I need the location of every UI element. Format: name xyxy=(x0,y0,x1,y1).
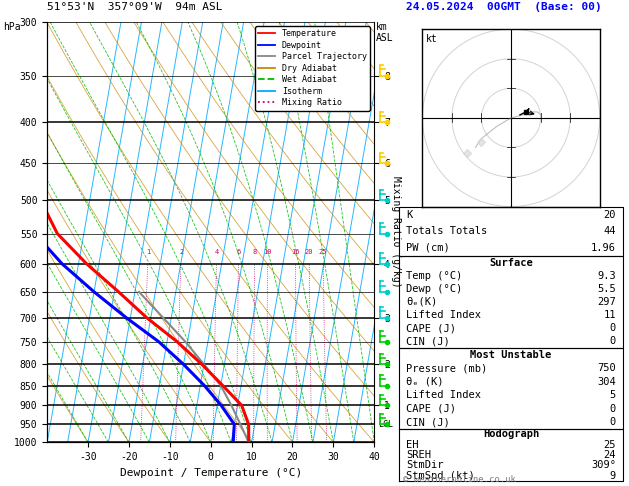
Text: Lifted Index: Lifted Index xyxy=(406,310,481,320)
Text: hPa: hPa xyxy=(3,22,21,32)
Text: LCL: LCL xyxy=(379,420,393,429)
Text: 0: 0 xyxy=(610,417,616,427)
Text: 1: 1 xyxy=(146,249,150,255)
Text: 44: 44 xyxy=(603,226,616,236)
Text: 4: 4 xyxy=(214,249,219,255)
Text: 9: 9 xyxy=(610,471,616,481)
Text: 5.5: 5.5 xyxy=(598,284,616,294)
Text: 1.96: 1.96 xyxy=(591,243,616,253)
Text: 8: 8 xyxy=(253,249,257,255)
Text: 24: 24 xyxy=(603,450,616,460)
Text: 25: 25 xyxy=(603,440,616,450)
Text: km
ASL: km ASL xyxy=(376,22,393,43)
Text: θₑ(K): θₑ(K) xyxy=(406,297,437,307)
Text: 51°53'N  357°09'W  94m ASL: 51°53'N 357°09'W 94m ASL xyxy=(47,2,223,12)
Text: CIN (J): CIN (J) xyxy=(406,336,450,347)
Text: θₑ (K): θₑ (K) xyxy=(406,377,443,387)
Text: 16: 16 xyxy=(291,249,300,255)
Text: kt: kt xyxy=(426,35,438,45)
Text: K: K xyxy=(406,210,413,220)
Text: PW (cm): PW (cm) xyxy=(406,243,450,253)
Text: StmDir: StmDir xyxy=(406,461,443,470)
Text: 24.05.2024  00GMT  (Base: 00): 24.05.2024 00GMT (Base: 00) xyxy=(406,2,601,12)
Text: Lifted Index: Lifted Index xyxy=(406,390,481,400)
Legend: Temperature, Dewpoint, Parcel Trajectory, Dry Adiabat, Wet Adiabat, Isotherm, Mi: Temperature, Dewpoint, Parcel Trajectory… xyxy=(255,26,370,111)
Text: CAPE (J): CAPE (J) xyxy=(406,323,456,333)
Text: StmSpd (kt): StmSpd (kt) xyxy=(406,471,475,481)
Text: © weatheronline.co.uk: © weatheronline.co.uk xyxy=(403,474,515,484)
Text: 6: 6 xyxy=(237,249,241,255)
Text: 2: 2 xyxy=(179,249,183,255)
Text: Dewp (°C): Dewp (°C) xyxy=(406,284,462,294)
Text: 304: 304 xyxy=(598,377,616,387)
X-axis label: Dewpoint / Temperature (°C): Dewpoint / Temperature (°C) xyxy=(120,468,302,478)
Text: CAPE (J): CAPE (J) xyxy=(406,404,456,414)
Text: 0: 0 xyxy=(610,404,616,414)
Text: Most Unstable: Most Unstable xyxy=(470,350,552,360)
Y-axis label: Mixing Ratio (g/kg): Mixing Ratio (g/kg) xyxy=(391,176,401,288)
Text: 10: 10 xyxy=(264,249,272,255)
Text: 25: 25 xyxy=(319,249,328,255)
Text: 309°: 309° xyxy=(591,461,616,470)
Text: SREH: SREH xyxy=(406,450,431,460)
Text: 0: 0 xyxy=(610,323,616,333)
Text: Surface: Surface xyxy=(489,258,533,268)
Text: Pressure (mb): Pressure (mb) xyxy=(406,363,487,373)
Text: Temp (°C): Temp (°C) xyxy=(406,271,462,281)
Text: 0: 0 xyxy=(610,336,616,347)
Text: CIN (J): CIN (J) xyxy=(406,417,450,427)
Text: EH: EH xyxy=(406,440,419,450)
Text: 20: 20 xyxy=(305,249,313,255)
Text: Hodograph: Hodograph xyxy=(483,429,539,439)
Text: 11: 11 xyxy=(603,310,616,320)
Text: 9.3: 9.3 xyxy=(598,271,616,281)
Text: 750: 750 xyxy=(598,363,616,373)
Text: 20: 20 xyxy=(603,210,616,220)
Text: 297: 297 xyxy=(598,297,616,307)
Text: Totals Totals: Totals Totals xyxy=(406,226,487,236)
Text: 5: 5 xyxy=(610,390,616,400)
